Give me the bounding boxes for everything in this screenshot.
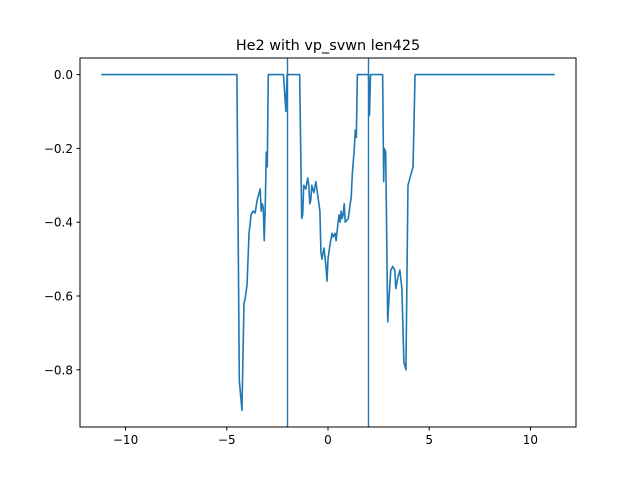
x-tick-label: 10	[523, 433, 538, 447]
axes-frame	[79, 57, 577, 428]
x-tick-label: −10	[113, 433, 138, 447]
y-tick-label: 0.0	[54, 68, 73, 82]
chart-title: He2 with vp_svwn len425	[236, 38, 420, 54]
y-tick-label: −0.6	[44, 290, 73, 304]
y-axis-ticks: 0.0 −0.2 −0.4 −0.6 −0.8	[44, 68, 80, 377]
x-axis-ticks: −10 −5 0 5 10	[113, 427, 538, 447]
x-tick-label: 0	[324, 433, 332, 447]
series-line	[101, 73, 555, 412]
plot-area	[101, 58, 555, 427]
x-tick-label: 5	[425, 433, 433, 447]
y-tick-label: −0.2	[44, 142, 73, 156]
y-tick-label: −0.4	[44, 216, 73, 230]
y-tick-label: −0.8	[44, 363, 73, 377]
x-tick-label: −5	[218, 433, 236, 447]
